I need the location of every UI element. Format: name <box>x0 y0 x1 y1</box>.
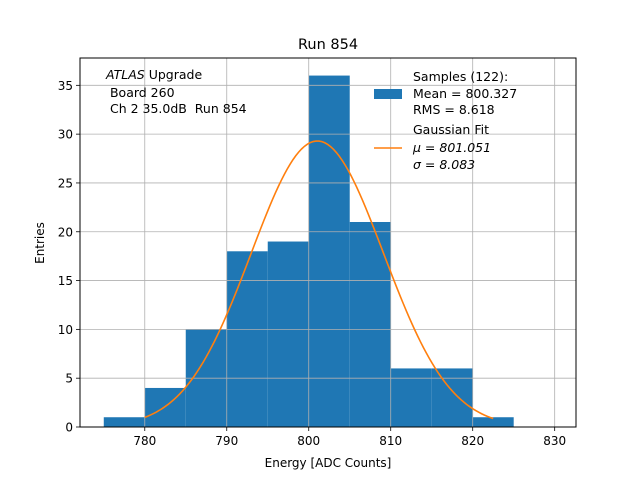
histogram-bar <box>103 417 145 427</box>
x-tick-label: 820 <box>461 434 484 448</box>
x-tick-label: 830 <box>543 434 566 448</box>
legend-samples-patch <box>374 89 402 99</box>
legend-fit-line3: σ = 8.083 <box>413 157 475 172</box>
plot-frame <box>79 57 577 428</box>
y-tick-label: 5 <box>65 372 73 386</box>
legend-samples-line3: RMS = 8.618 <box>413 102 495 117</box>
y-tick-label: 30 <box>58 128 73 142</box>
y-tick-label: 10 <box>58 323 73 337</box>
grid-lines <box>80 58 576 428</box>
histogram-bar <box>472 417 514 427</box>
y-tick-label: 25 <box>58 176 73 190</box>
x-tick-label: 780 <box>133 434 156 448</box>
y-axis-ticks: 0 5 10 15 20 25 30 35 <box>58 79 80 435</box>
histogram-bar <box>349 222 391 427</box>
x-tick-label: 790 <box>215 434 238 448</box>
annotation-upgrade: Upgrade <box>145 67 203 82</box>
annotation-atlas: ATLAS <box>105 67 145 82</box>
y-tick-label: 0 <box>65 421 73 435</box>
x-axis-label: Energy [ADC Counts] <box>265 456 392 470</box>
legend-samples-line1: Samples (122): <box>413 69 508 84</box>
x-axis-ticks: 780 790 800 810 820 830 <box>133 427 566 448</box>
svg-text:ATLAS Upgrade: ATLAS Upgrade <box>105 67 202 82</box>
legend-fit-line1: Gaussian Fit <box>413 122 489 137</box>
annotation-board: Board 260 <box>106 85 175 100</box>
chart-title: Run 854 <box>298 37 358 53</box>
histogram-bar <box>390 368 432 427</box>
histogram-bar <box>226 251 268 427</box>
y-tick-label: 20 <box>58 225 73 239</box>
legend-samples-line2: Mean = 800.327 <box>413 86 517 101</box>
gaussian-fit-line <box>144 140 494 420</box>
legend-fit-line2: μ = 801.051 <box>412 140 491 155</box>
y-axis-label: Entries <box>33 222 47 264</box>
annotation-channel: Ch 2 35.0dB Run 854 <box>106 101 247 116</box>
histogram-bar <box>267 241 309 427</box>
legend: Samples (122): Mean = 800.327 RMS = 8.61… <box>374 69 517 172</box>
x-tick-label: 810 <box>379 434 402 448</box>
atlas-annotation: ATLAS Upgrade Board 260 Ch 2 35.0dB Run … <box>105 67 247 116</box>
x-tick-label: 800 <box>297 434 320 448</box>
y-tick-label: 35 <box>58 79 73 93</box>
histogram-bar <box>431 368 473 427</box>
histogram-bar <box>308 75 350 428</box>
y-tick-label: 15 <box>58 274 73 288</box>
